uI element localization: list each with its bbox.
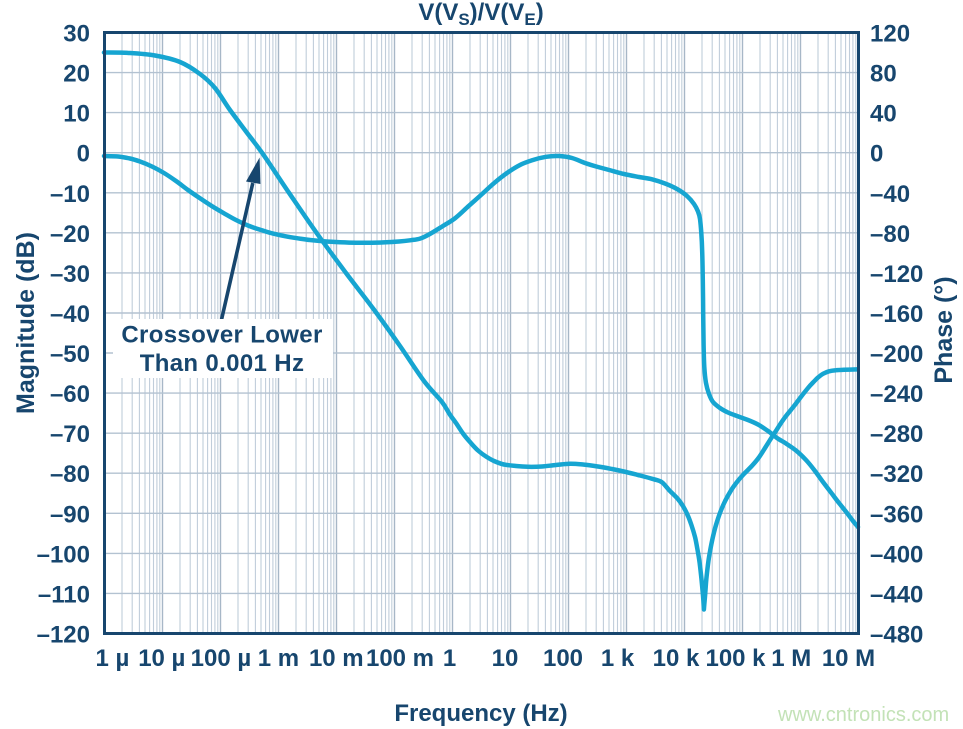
svg-text:1 µ: 1 µ (95, 645, 129, 672)
svg-text:–40: –40 (50, 301, 90, 328)
svg-text:10: 10 (63, 101, 90, 128)
svg-text:–400: –400 (870, 541, 923, 568)
svg-text:–280: –280 (870, 421, 923, 448)
svg-text:–120: –120 (870, 261, 923, 288)
svg-text:1 k: 1 k (601, 645, 635, 672)
svg-text:–30: –30 (50, 261, 90, 288)
svg-text:–360: –360 (870, 501, 923, 528)
svg-text:–110: –110 (38, 581, 90, 608)
svg-text:0: 0 (77, 141, 90, 168)
svg-text:–200: –200 (870, 341, 923, 368)
svg-text:40: 40 (870, 101, 897, 128)
svg-text:–440: –440 (870, 581, 923, 608)
svg-text:www.cntronics.com: www.cntronics.com (777, 704, 949, 726)
svg-text:–70: –70 (50, 421, 90, 448)
svg-text:Phase (°): Phase (°) (930, 276, 958, 383)
svg-text:–40: –40 (870, 181, 910, 208)
svg-text:10 m: 10 m (309, 645, 364, 672)
svg-text:100 m: 100 m (366, 645, 434, 672)
svg-text:–320: –320 (870, 461, 923, 488)
svg-text:Frequency (Hz): Frequency (Hz) (394, 700, 567, 727)
svg-text:10: 10 (492, 645, 519, 672)
svg-text:100 k: 100 k (705, 645, 766, 672)
svg-text:Crossover Lower: Crossover Lower (121, 322, 322, 349)
svg-text:–50: –50 (50, 341, 90, 368)
svg-text:–80: –80 (50, 461, 90, 488)
svg-text:10 k: 10 k (653, 645, 700, 672)
svg-text:80: 80 (870, 61, 897, 88)
svg-text:–240: –240 (870, 381, 923, 408)
svg-text:30: 30 (63, 21, 90, 48)
svg-text:20: 20 (63, 61, 90, 88)
svg-text:Than 0.001 Hz: Than 0.001 Hz (140, 350, 305, 377)
svg-text:–100: –100 (37, 541, 90, 568)
svg-text:–80: –80 (870, 221, 910, 248)
svg-text:–160: –160 (870, 301, 923, 328)
svg-text:–120: –120 (37, 622, 90, 649)
svg-text:–20: –20 (50, 221, 90, 248)
svg-text:0: 0 (870, 141, 883, 168)
svg-text:100 µ: 100 µ (191, 645, 252, 672)
svg-text:Magnitude (dB): Magnitude (dB) (12, 232, 40, 414)
svg-text:–10: –10 (50, 181, 90, 208)
svg-text:1 M: 1 M (771, 645, 811, 672)
svg-text:10 µ: 10 µ (138, 645, 185, 672)
svg-text:1 m: 1 m (258, 645, 299, 672)
svg-text:120: 120 (870, 21, 910, 48)
svg-text:–480: –480 (870, 622, 923, 649)
svg-text:1: 1 (443, 645, 456, 672)
svg-text:100: 100 (543, 645, 583, 672)
svg-text:–90: –90 (50, 501, 90, 528)
svg-text:10 M: 10 M (822, 645, 875, 672)
svg-text:–60: –60 (50, 381, 90, 408)
svg-text:V(VS)/V(VE): V(VS)/V(VE) (418, 0, 543, 29)
